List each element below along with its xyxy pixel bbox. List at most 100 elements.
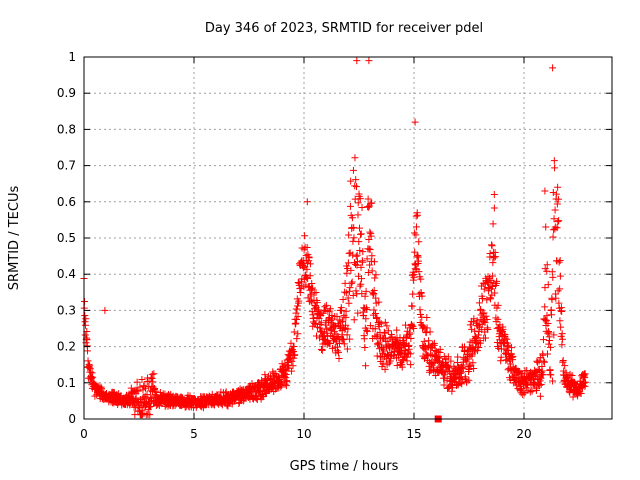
data-point [508,344,516,352]
data-point [292,319,300,327]
data-point [423,313,431,321]
data-point [403,357,411,365]
data-point [316,334,324,342]
data-point [339,317,347,325]
data-point [553,224,561,232]
data-point [509,352,517,360]
y-tick-label: 0.2 [57,340,76,354]
data-point [352,287,360,295]
data-point [406,350,414,358]
data-point [468,325,476,333]
data-point [493,277,501,285]
data-point [414,251,422,259]
data-point [147,374,155,382]
data-point [373,333,381,341]
data-point [293,305,301,313]
data-point [359,248,367,256]
data-point [540,357,548,365]
data-point [550,215,558,223]
data-point [561,362,569,370]
data-point [294,302,302,310]
data-point [517,385,525,393]
data-point [81,331,89,339]
data-point [347,279,355,287]
data-point [341,288,349,296]
data-point [549,233,557,241]
data-point [458,380,466,388]
data-point [134,387,142,395]
data-point [469,359,477,367]
data-point [431,346,439,354]
data-point [88,374,96,382]
data-point [558,341,566,349]
data-point [375,298,383,306]
data-point [86,362,94,370]
data-point [473,317,481,325]
data-point [348,214,356,222]
data-point [551,223,559,231]
data-point [353,261,361,269]
data-series [80,57,589,423]
data-point [306,260,314,268]
data-point [549,188,557,196]
data-point [310,305,318,313]
data-point [415,268,423,276]
data-point [580,379,588,387]
data-point [476,339,484,347]
data-point [349,166,357,174]
data-point [402,321,410,329]
data-point [318,346,326,354]
data-point [335,348,343,356]
data-point [321,303,329,311]
data-point [412,231,420,239]
data-point [289,362,297,370]
data-point [290,342,298,350]
data-point [282,374,290,382]
data-point [343,345,351,353]
data-point [410,325,418,333]
data-point [393,326,401,334]
data-point [519,388,527,396]
data-point [362,362,370,370]
data-point [345,231,353,239]
data-point [553,200,561,208]
data-point [543,312,551,320]
data-point [418,292,426,300]
data-point [83,336,91,344]
data-point [544,281,552,289]
y-axis-label: SRMTID / TECUs [7,186,22,291]
data-point [289,348,297,356]
data-point [494,315,502,323]
data-point [362,315,370,323]
data-point [350,316,358,324]
y-tick-label: 0.7 [57,159,76,173]
data-point [364,195,372,203]
data-point [471,327,479,335]
data-point [313,299,321,307]
data-point [345,299,353,307]
data-point [480,285,488,293]
data-point [393,361,401,369]
data-point [548,311,556,319]
data-point [362,304,370,312]
data-point [536,392,544,400]
data-point [465,365,473,373]
data-point [478,294,486,302]
data-point [416,306,424,314]
data-point [556,256,564,264]
data-point [353,57,361,65]
data-point [359,258,367,266]
data-point [555,217,563,225]
data-point [357,280,365,288]
data-point [466,321,474,329]
data-point [380,328,388,336]
data-point [557,307,565,315]
data-point [479,317,487,325]
data-point [326,339,334,347]
data-point [372,294,380,302]
data-point [148,370,156,378]
data-point [568,372,576,380]
data-point [503,335,511,343]
data-point [132,394,140,402]
data-point [581,374,589,382]
